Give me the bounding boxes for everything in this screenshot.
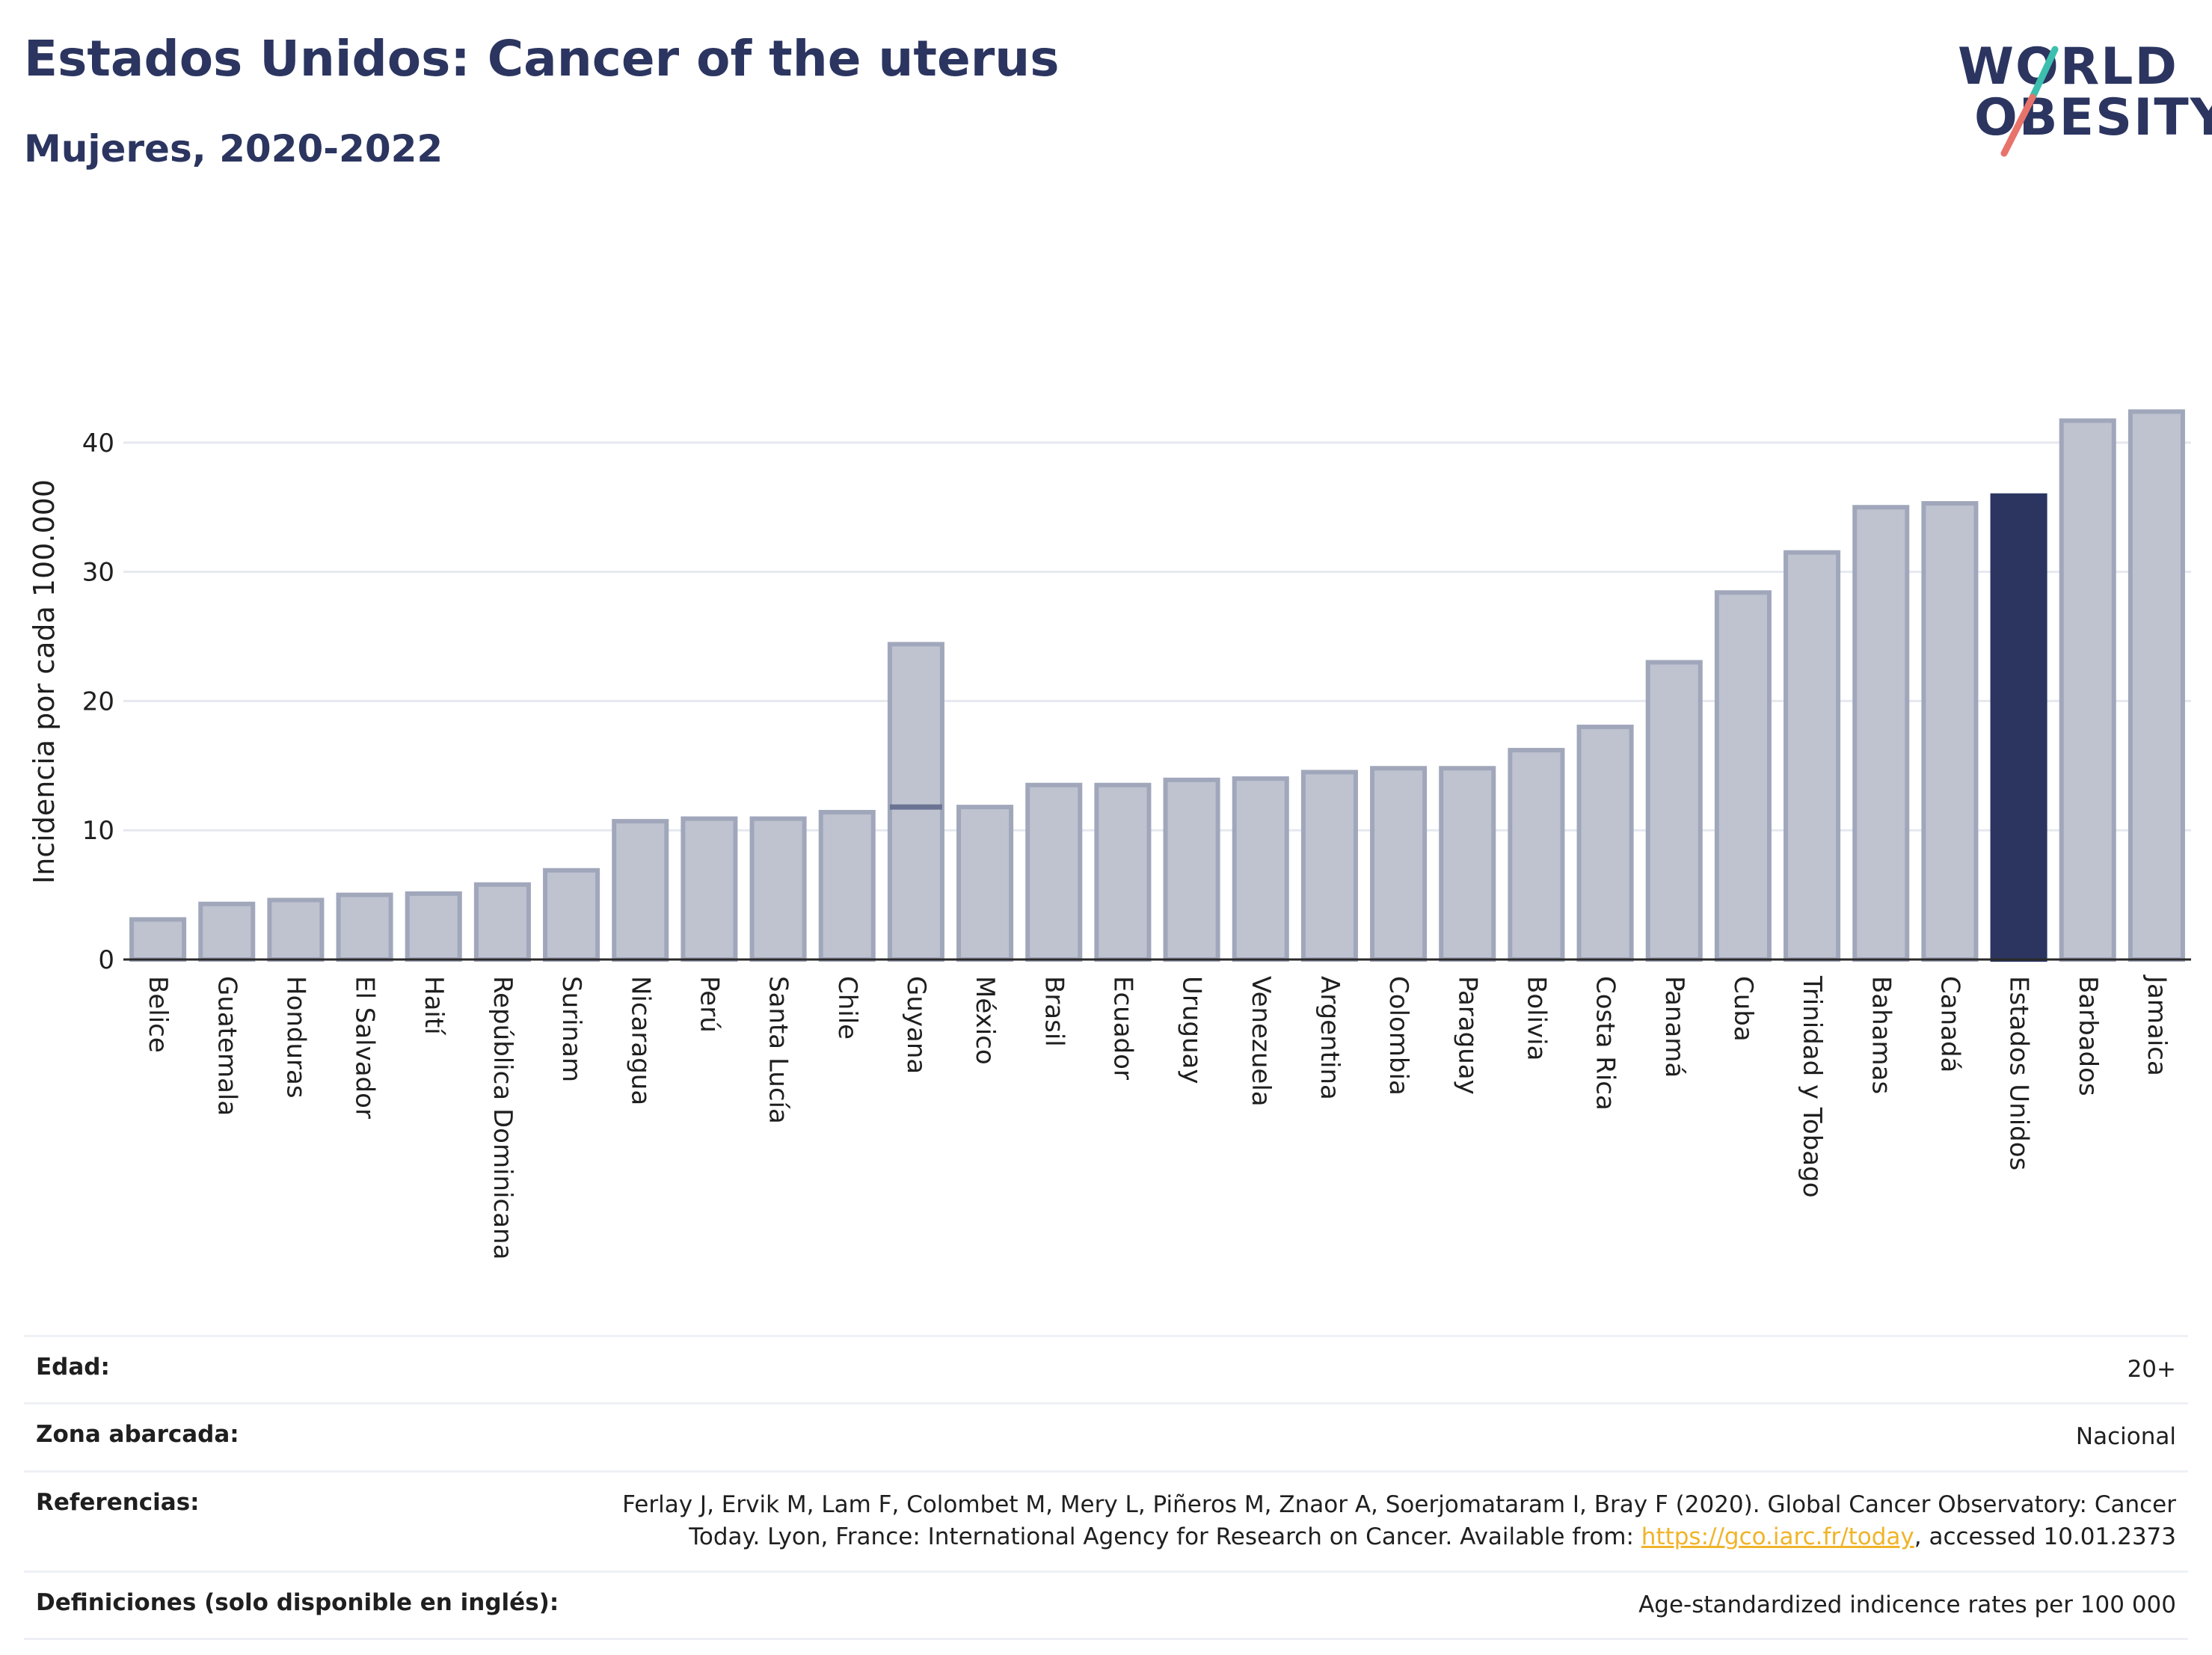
x-tick-label: Uruguay — [1177, 976, 1207, 1084]
y-tick-label: 20 — [82, 687, 114, 716]
x-tick-label: Guyana — [901, 976, 931, 1074]
x-tick-label: Argentina — [1315, 976, 1345, 1100]
bar — [1852, 505, 1910, 962]
logo-word-world: WORLD — [1958, 37, 2178, 96]
x-tick-label: Santa Lucía — [764, 976, 793, 1124]
meta-row-definitions: Definiciones (solo disponible en inglés)… — [24, 1570, 2188, 1640]
chart-title: Estados Unidos: Cancer of the uterus — [24, 30, 1060, 87]
x-tick-label: Belice — [143, 976, 173, 1053]
reference-link[interactable]: https://gco.iarc.fr/today — [1641, 1523, 1914, 1551]
meta-value-definitions: Age-standardized indicence rates per 100… — [1638, 1591, 2176, 1618]
y-tick-label: 40 — [82, 429, 114, 458]
x-tick-label: Bahamas — [1866, 976, 1896, 1094]
bar — [1370, 766, 1428, 962]
x-tick-label: Honduras — [280, 976, 310, 1099]
meta-label-references: Referencias: — [36, 1488, 200, 1516]
bar-chart: 0 10 20 30 40 Incidencia por cada 100.000 Beli… — [28, 409, 2191, 1259]
x-tick-label: Panamá — [1659, 976, 1689, 1078]
x-tick-label: Ecuador — [1107, 976, 1137, 1080]
x-tick-label: Bolivia — [1521, 976, 1551, 1060]
x-tick-label: Jamaica — [2142, 974, 2172, 1076]
x-tick-label: Barbados — [2073, 976, 2103, 1096]
meta-label-definitions: Definiciones (solo disponible en inglés)… — [36, 1588, 559, 1616]
meta-row-references: Referencias: Ferlay J, Ervik M, Lam F, C… — [24, 1470, 2188, 1570]
x-tick-label: Costa Rica — [1591, 976, 1620, 1111]
meta-row-age: Edad: 20+ — [24, 1335, 2188, 1402]
x-tick-label: Guatemala — [212, 976, 242, 1116]
meta-label-age: Edad: — [36, 1354, 110, 1381]
bar — [1645, 660, 1703, 962]
world-obesity-logo: WORLD OBESITY — [1944, 22, 2212, 157]
meta-value-age: 20+ — [2127, 1356, 2176, 1383]
x-tick-label: Perú — [694, 976, 724, 1033]
x-tick-label: El Salvador — [350, 976, 380, 1119]
y-tick-label: 0 — [98, 945, 114, 975]
x-tick-label: Canadá — [1935, 976, 1964, 1072]
bar — [405, 891, 462, 962]
x-tick-label: Colombia — [1383, 976, 1413, 1096]
y-tick-label: 10 — [82, 816, 114, 846]
x-tick-label: Surinam — [556, 976, 586, 1082]
x-tick-label: México — [970, 976, 1000, 1065]
metadata-table: Edad: 20+ Zona abarcada: Nacional Refere… — [24, 1335, 2188, 1640]
x-tick-label: Cuba — [1728, 976, 1758, 1042]
meta-value-area: Nacional — [2075, 1423, 2176, 1451]
bar — [887, 642, 944, 962]
bar — [956, 805, 1014, 962]
y-tick-label: 30 — [82, 558, 114, 588]
bar — [543, 868, 600, 962]
chart-subtitle: Mujeres, 2020-2022 — [24, 127, 443, 171]
bar — [1163, 777, 1220, 962]
x-tick-label: Venezuela — [1246, 976, 1276, 1107]
bar — [612, 819, 669, 962]
bar — [2059, 418, 2116, 962]
reference-text: Ferlay J, Ervik M, Lam F, Colombet M, Me… — [622, 1490, 2176, 1551]
bar — [1921, 501, 1979, 962]
bar — [681, 816, 738, 962]
x-tick-label: Trinidad y Tobago — [1797, 975, 1827, 1198]
x-tick-label: Paraguay — [1452, 976, 1482, 1095]
meta-label-area: Zona abarcada: — [36, 1421, 239, 1449]
bar — [1439, 766, 1496, 962]
bar — [129, 917, 187, 962]
bar — [267, 897, 325, 962]
bar — [1990, 493, 2047, 962]
bar — [336, 892, 393, 962]
x-tick-label: Nicaragua — [625, 976, 655, 1105]
x-tick-label: Estados Unidos — [2004, 976, 2034, 1170]
bar — [1300, 770, 1358, 962]
bar — [1094, 782, 1152, 962]
x-tick-label: Haití — [419, 976, 449, 1036]
bar — [1576, 724, 1634, 962]
y-axis-label: Incidencia por cada 100.000 — [28, 479, 61, 884]
logo-slash-icon — [2000, 46, 2059, 157]
bar — [749, 816, 807, 962]
bar — [1508, 748, 1565, 962]
x-tick-label: Chile — [832, 976, 862, 1040]
bar — [1714, 590, 1772, 962]
x-tick-label: República Dominicana — [488, 976, 517, 1259]
bar — [818, 810, 876, 962]
bar — [1232, 776, 1289, 962]
bar — [198, 901, 256, 962]
x-tick-label: Brasil — [1039, 976, 1069, 1047]
bar — [1025, 782, 1083, 962]
meta-value-references: Ferlay J, Ervik M, Lam F, Colombet M, Me… — [561, 1489, 2176, 1554]
bar — [2127, 409, 2185, 962]
bar — [473, 882, 531, 962]
meta-row-area: Zona abarcada: Nacional — [24, 1402, 2188, 1470]
reference-accessed: , accessed 10.01.2373 — [1914, 1523, 2176, 1551]
bar — [1784, 550, 1841, 962]
